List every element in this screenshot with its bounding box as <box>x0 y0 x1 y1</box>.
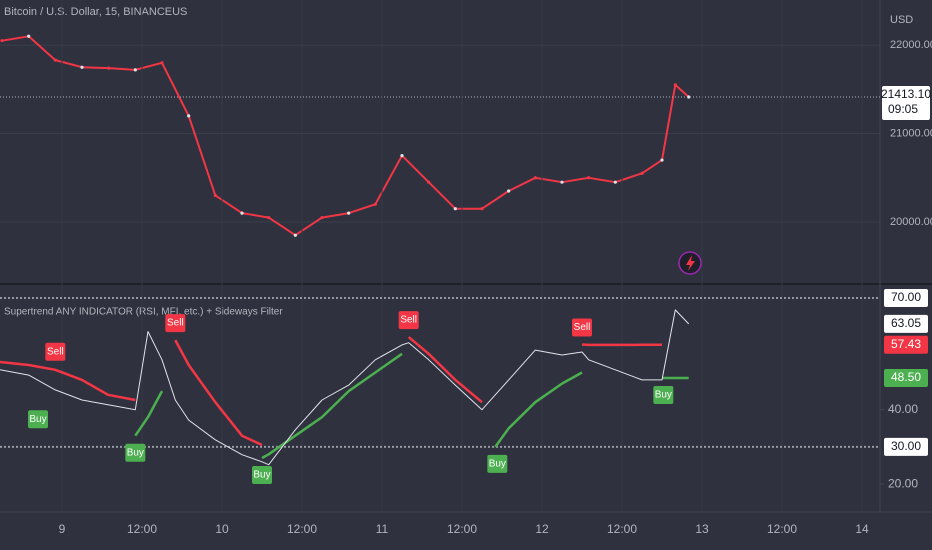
x-tick-label: 12:00 <box>447 522 477 536</box>
price-point <box>613 180 617 184</box>
signal-box <box>125 443 146 462</box>
price-point <box>560 180 564 184</box>
signal-label: Sell <box>574 322 591 333</box>
price-point <box>347 211 351 215</box>
price-point <box>213 193 217 198</box>
signal-label: Buy <box>127 447 144 458</box>
price-point <box>0 39 4 43</box>
price-point <box>240 211 244 215</box>
price-point <box>400 154 404 158</box>
countdown-label: 09:05 <box>888 102 918 116</box>
price-point <box>453 207 457 211</box>
signal-label: Buy <box>489 459 506 470</box>
value-badge: 48.50 <box>891 370 921 384</box>
price-point <box>80 65 84 69</box>
signal-label: Buy <box>29 414 46 425</box>
chart-title: Bitcoin / U.S. Dollar, 15, BINANCEUS <box>4 6 187 18</box>
value-badge: 63.05 <box>891 316 921 330</box>
y-tick-label: 20.00 <box>888 476 918 490</box>
price-point <box>320 215 324 220</box>
signal-box <box>165 314 186 333</box>
signal-label: Buy <box>655 390 672 401</box>
x-tick-label: 14 <box>855 522 869 536</box>
price-point <box>160 61 164 65</box>
axis-unit: USD <box>890 14 913 26</box>
price-point <box>427 180 431 184</box>
price-point <box>27 34 31 38</box>
band-label: 70.00 <box>891 290 921 304</box>
signal-box <box>653 386 674 405</box>
y-tick-label: 20000.00 <box>890 216 932 228</box>
price-point <box>267 215 271 220</box>
supertrend-down <box>0 336 662 447</box>
price-point <box>687 95 691 99</box>
x-tick-label: 12:00 <box>607 522 637 536</box>
price-line <box>1 35 690 237</box>
supertrend-up <box>134 352 689 460</box>
signal-box <box>487 454 508 473</box>
price-point <box>133 68 137 72</box>
price-point <box>507 189 511 193</box>
price-point <box>373 202 377 206</box>
signal-box <box>252 466 272 485</box>
x-tick-label: 12:00 <box>767 522 797 536</box>
last-price-label: 21413.10 <box>881 87 931 101</box>
last-price-box <box>882 86 930 121</box>
band-label-box <box>884 289 928 308</box>
signal-box <box>572 318 592 337</box>
bolt-icon <box>678 251 702 275</box>
price-point <box>673 83 677 87</box>
value-badge: 57.43 <box>891 337 921 351</box>
x-tick-label: 11 <box>376 522 389 536</box>
price-point <box>533 176 537 180</box>
rsi-line <box>0 309 690 466</box>
y-tick-label: 40.00 <box>888 402 918 416</box>
price-point <box>640 171 644 175</box>
x-tick-label: 13 <box>695 522 709 536</box>
x-tick-label: 10 <box>215 522 229 536</box>
value-badge-box <box>884 369 928 388</box>
signal-box <box>398 311 419 330</box>
price-point <box>53 58 57 62</box>
x-tick-label: 12:00 <box>127 522 157 536</box>
value-badge-box <box>884 335 928 354</box>
band-label-box <box>884 437 928 456</box>
price-point <box>107 66 111 70</box>
price-point <box>480 207 484 211</box>
signal-label: Sell <box>400 315 417 326</box>
value-badge-box <box>884 314 928 333</box>
price-point <box>293 233 297 237</box>
signal-label: Sell <box>47 346 64 357</box>
x-tick-label: 12 <box>535 522 549 536</box>
signal-box <box>28 410 48 429</box>
y-tick-label: 22000.00 <box>890 39 932 51</box>
band-label: 30.00 <box>891 439 921 453</box>
signal-box <box>45 342 66 361</box>
signal-label: Sell <box>167 318 184 329</box>
y-tick-label: 21000.00 <box>890 127 932 139</box>
price-point <box>660 158 664 162</box>
price-point <box>187 114 191 118</box>
x-tick-label: 9 <box>59 522 66 536</box>
price-point <box>587 176 591 180</box>
x-tick-label: 12:00 <box>287 522 317 536</box>
signal-label: Buy <box>253 470 270 481</box>
indicator-title: Supertrend ANY INDICATOR (RSI, MFI, etc.… <box>4 307 283 318</box>
